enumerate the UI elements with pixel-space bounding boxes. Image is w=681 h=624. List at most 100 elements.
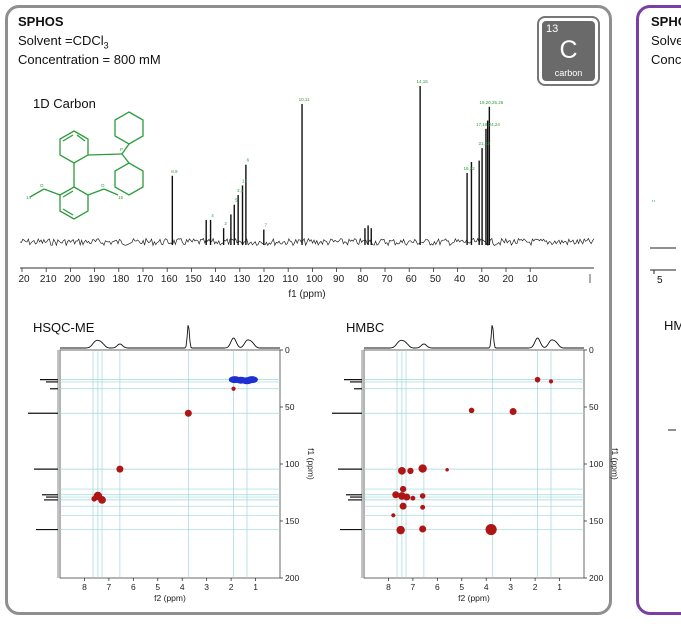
cross-peak-positive: [91, 495, 98, 502]
cross-peak-positive: [398, 466, 406, 475]
x-tick-label: 170: [137, 274, 154, 285]
structure-atom-labels: P O O 14 15: [26, 147, 124, 200]
peak-label: 8,9: [171, 169, 178, 174]
y-tick-label: 50: [589, 402, 599, 412]
baseline-noise: [19, 237, 595, 247]
spectrum-title: 1D Carbon: [33, 96, 96, 111]
side-concentration-label: Conc: [651, 52, 681, 67]
x-tick-label: 2: [533, 582, 538, 592]
y-tick-label: 150: [285, 516, 299, 526]
x-tick-label: 1: [557, 582, 562, 592]
cross-peak-positive: [98, 496, 106, 504]
badge-mass: 13: [546, 23, 559, 35]
side-compound-title: SPHO: [651, 14, 681, 29]
carbon-element-badge: 13 C carbon: [537, 16, 600, 86]
plot-frame: [363, 349, 585, 579]
hsqc-plot[interactable]: 8 7 6 5 4 3 2 1 f2 (ppm) 0 50 100 150 200 f1 (ppm): [16, 310, 316, 610]
x-tick-label: 20: [18, 274, 30, 285]
x-tick-label: 8: [386, 582, 391, 592]
svg-text:O: O: [101, 183, 105, 188]
y-tick-label: 200: [589, 573, 603, 583]
sphos-structure: P O O 14 15: [26, 111, 144, 220]
cross-peak-positive: [392, 491, 400, 499]
x-tick-label: 210: [40, 274, 57, 285]
y-tick-label: 50: [285, 402, 295, 412]
peak-label: 17,18,24,24: [476, 122, 500, 127]
y-tick-label: 0: [589, 345, 594, 355]
x-tick-label: 4: [484, 582, 489, 592]
carbon-1d-spectrum: 8,9 4 2 5 3,1 12 6 7 10,11 14,15 16,22 21,23 17,18,2…: [18, 79, 595, 300]
side-tick-label: 5: [657, 275, 663, 286]
x-tick-label: 90: [333, 274, 345, 285]
x-tick-label: 190: [88, 274, 105, 285]
x-axis-label: f2 (ppm): [154, 593, 186, 603]
peak-label: 5: [235, 198, 238, 203]
hmbc-title: HMBC: [346, 320, 385, 335]
x-tick-label: 60: [406, 274, 418, 285]
spectrum-trace: [19, 86, 595, 247]
svg-text:P: P: [120, 147, 123, 152]
peak-label: 16,22: [463, 166, 475, 171]
concentration-label: Concentration = 800 mM: [18, 52, 161, 67]
y-tick-label: 200: [285, 573, 299, 583]
cross-peak-positive: [407, 467, 414, 474]
svg-text:n: n: [652, 200, 655, 204]
cross-peak-positive: [420, 504, 426, 510]
x-axis-label: f1 (ppm): [288, 289, 325, 300]
cross-peak-positive: [418, 464, 427, 473]
y-tick-label: 100: [589, 459, 603, 469]
x-tick-label: 70: [381, 274, 393, 285]
x-tick-label: 40: [454, 274, 466, 285]
cross-peak-positive: [445, 467, 449, 472]
side-fragment-traces: n: [650, 200, 676, 431]
x-tick-label: 140: [209, 274, 226, 285]
top-projection: [364, 325, 584, 349]
hsqc-title: HSQC-ME: [33, 320, 95, 335]
cross-peak-positive: [399, 502, 407, 510]
cross-peak-positive: [399, 485, 407, 493]
x-tick-label: 5: [155, 582, 160, 592]
peak-label: 6: [247, 158, 250, 163]
cross-peak-positive: [231, 386, 236, 391]
peak-label: 19,20,25,26: [479, 100, 503, 105]
hmbc-plot[interactable]: 8 7 6 5 4 3 2 1 f2 (ppm) 0 50 100 150 200 f1 (ppm): [320, 310, 620, 610]
svg-text:15: 15: [118, 195, 124, 200]
peak-label: 2: [224, 221, 227, 226]
y-tick-label: 0: [285, 345, 290, 355]
x-tick-label: 20: [502, 274, 514, 285]
y-axis-label: f1 (ppm): [610, 448, 620, 480]
svg-text:14: 14: [26, 195, 32, 200]
cross-peak-positive: [485, 523, 497, 536]
cross-peak-positive: [410, 495, 416, 501]
x-tick-label: 2: [229, 582, 234, 592]
x-tick-label: 120: [258, 274, 275, 285]
cross-peak-positive: [468, 407, 475, 414]
side-solvent-label: Solve: [651, 33, 681, 48]
cross-peak-positive: [419, 525, 427, 533]
structure-bonds: [29, 111, 144, 220]
cross-peak-positive: [391, 513, 396, 518]
x-tick-label: 200: [64, 274, 81, 285]
plot-frame: [59, 349, 281, 579]
x-tick-label: 3: [508, 582, 513, 592]
badge-symbol: C: [559, 36, 578, 64]
cross-peak-negative: [245, 376, 258, 384]
x-tick-label: 4: [180, 582, 185, 592]
x-tick-label: 6: [435, 582, 440, 592]
peak-label: 7: [265, 223, 268, 228]
side-panel: [636, 5, 681, 615]
cross-peak-positive: [419, 493, 426, 499]
svg-text:O: O: [40, 183, 44, 188]
badge-name: carbon: [554, 68, 583, 78]
cross-peak-positive: [509, 408, 517, 416]
x-axis-ticks: 20 210 200 190 180 170 160 150 140 130 120 110 100 90…: [18, 268, 591, 285]
compound-title: SPHOS: [18, 14, 64, 29]
cross-peak-positive: [184, 409, 192, 417]
x-tick-label: 150: [185, 274, 202, 285]
x-axis-label: f2 (ppm): [458, 593, 490, 603]
x-tick-label: 50: [430, 274, 442, 285]
peak-label: 4: [211, 213, 214, 218]
cross-peak-positive: [116, 465, 124, 473]
x-tick-label: 130: [233, 274, 250, 285]
y-tick-label: 100: [285, 459, 299, 469]
